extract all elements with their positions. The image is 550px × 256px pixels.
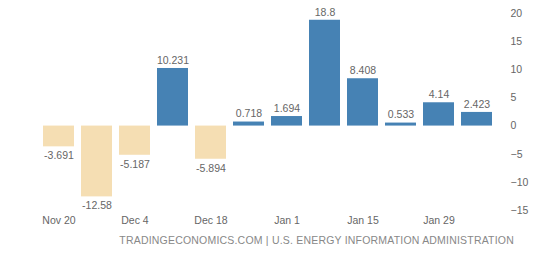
svg-text:0: 0: [511, 119, 517, 131]
svg-text:Jan 15: Jan 15: [347, 214, 379, 226]
svg-text:-12.58: -12.58: [82, 199, 112, 211]
svg-text:10: 10: [511, 63, 523, 75]
svg-text:-5.187: -5.187: [120, 158, 150, 170]
svg-text:2.423: 2.423: [464, 98, 490, 110]
svg-text:Nov 20: Nov 20: [42, 214, 75, 226]
svg-text:Jan 1: Jan 1: [274, 214, 300, 226]
svg-text:−15: −15: [511, 204, 529, 216]
svg-text:1.694: 1.694: [274, 102, 300, 114]
svg-text:4.14: 4.14: [429, 88, 450, 100]
svg-text:Dec 18: Dec 18: [194, 214, 227, 226]
svg-text:18.8: 18.8: [315, 6, 336, 18]
html-text:TRADINGECONOMICS.COM | U.S. EN: TRADINGECONOMICS.COM | U.S. ENERGY INFOR…: [119, 234, 514, 246]
svg-text:Dec 4: Dec 4: [121, 214, 149, 226]
svg-text:15: 15: [511, 35, 523, 47]
svg-text:8.408: 8.408: [350, 64, 376, 76]
svg-text:0.533: 0.533: [388, 108, 414, 120]
svg-text:-5.894: -5.894: [196, 162, 226, 174]
svg-text:−10: −10: [511, 176, 529, 188]
svg-text:5: 5: [511, 91, 517, 103]
svg-text:0.718: 0.718: [236, 107, 262, 119]
svg-text:Jan 29: Jan 29: [423, 214, 455, 226]
svg-text:10.231: 10.231: [157, 54, 189, 66]
svg-text:20: 20: [511, 7, 523, 19]
svg-text:-3.691: -3.691: [44, 149, 74, 161]
svg-text:−5: −5: [511, 148, 523, 160]
